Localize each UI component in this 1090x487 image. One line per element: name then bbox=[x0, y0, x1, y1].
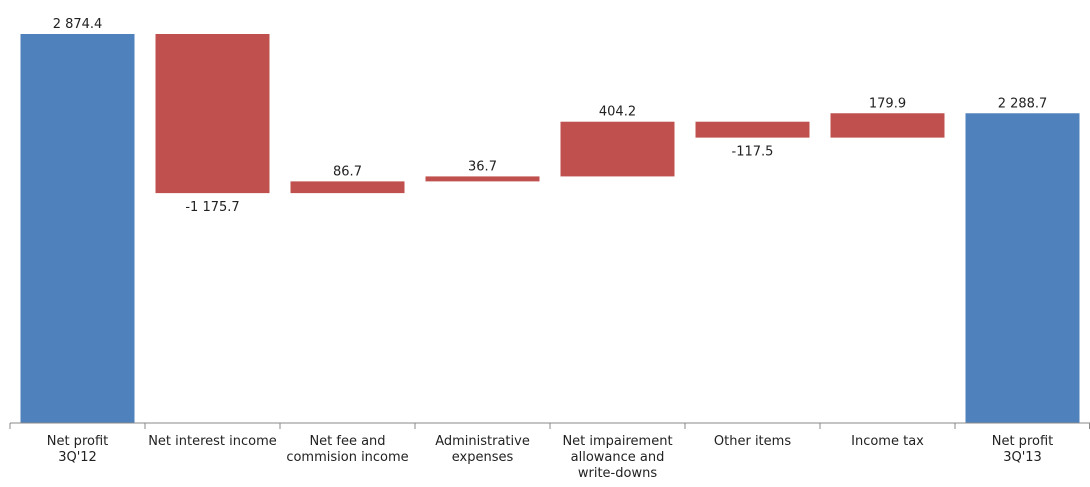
value-labels-layer: 2 874.4 -1 175.7 86.7 36.7 404.2 -117.5 179.9 2… bbox=[53, 17, 1048, 215]
category-label-6: Income tax bbox=[851, 434, 924, 449]
category-label-2: Net fee and commision income bbox=[286, 434, 408, 465]
value-label-6: 179.9 bbox=[869, 96, 906, 111]
bar-1 bbox=[155, 34, 270, 194]
category-label-4-line-1: allowance and bbox=[571, 450, 665, 465]
bar-7 bbox=[965, 113, 1080, 424]
value-label-5: -117.5 bbox=[732, 145, 774, 160]
category-label-5-line-0: Other items bbox=[714, 434, 791, 449]
category-label-2-line-1: commision income bbox=[286, 450, 408, 465]
category-label-3: Administrative expenses bbox=[435, 434, 530, 465]
bar-5 bbox=[695, 121, 810, 138]
value-label-3: 36.7 bbox=[468, 159, 497, 174]
bar-0 bbox=[20, 34, 135, 423]
category-label-3-line-1: expenses bbox=[452, 450, 514, 465]
category-label-1: Net interest income bbox=[148, 434, 277, 449]
bars-layer bbox=[20, 34, 1080, 424]
category-label-0: Net profit 3Q'12 bbox=[47, 434, 109, 465]
value-label-4: 404.2 bbox=[599, 105, 636, 120]
category-label-4: Net impairement allowance and write-downs bbox=[562, 434, 672, 481]
category-label-4-line-2: write-downs bbox=[578, 466, 657, 481]
category-label-7-line-0: Net profit bbox=[992, 434, 1054, 449]
x-axis bbox=[9, 422, 1090, 429]
bar-3 bbox=[425, 176, 540, 182]
category-label-3-line-0: Administrative bbox=[435, 434, 530, 449]
category-label-1-line-0: Net interest income bbox=[148, 434, 277, 449]
bar-6 bbox=[830, 113, 945, 138]
value-label-0: 2 874.4 bbox=[53, 17, 103, 32]
category-label-0-line-1: 3Q'12 bbox=[58, 450, 97, 465]
category-label-6-line-0: Income tax bbox=[851, 434, 924, 449]
value-label-7: 2 288.7 bbox=[998, 96, 1048, 111]
value-label-2: 86.7 bbox=[333, 164, 362, 179]
bar-4 bbox=[560, 121, 675, 177]
category-label-7-line-1: 3Q'13 bbox=[1003, 450, 1042, 465]
category-label-7: Net profit 3Q'13 bbox=[992, 434, 1054, 465]
bar-2 bbox=[290, 181, 405, 194]
value-label-1: -1 175.7 bbox=[185, 200, 239, 215]
category-label-2-line-0: Net fee and bbox=[309, 434, 385, 449]
category-label-0-line-0: Net profit bbox=[47, 434, 109, 449]
category-label-4-line-0: Net impairement bbox=[562, 434, 672, 449]
category-label-5: Other items bbox=[714, 434, 791, 449]
